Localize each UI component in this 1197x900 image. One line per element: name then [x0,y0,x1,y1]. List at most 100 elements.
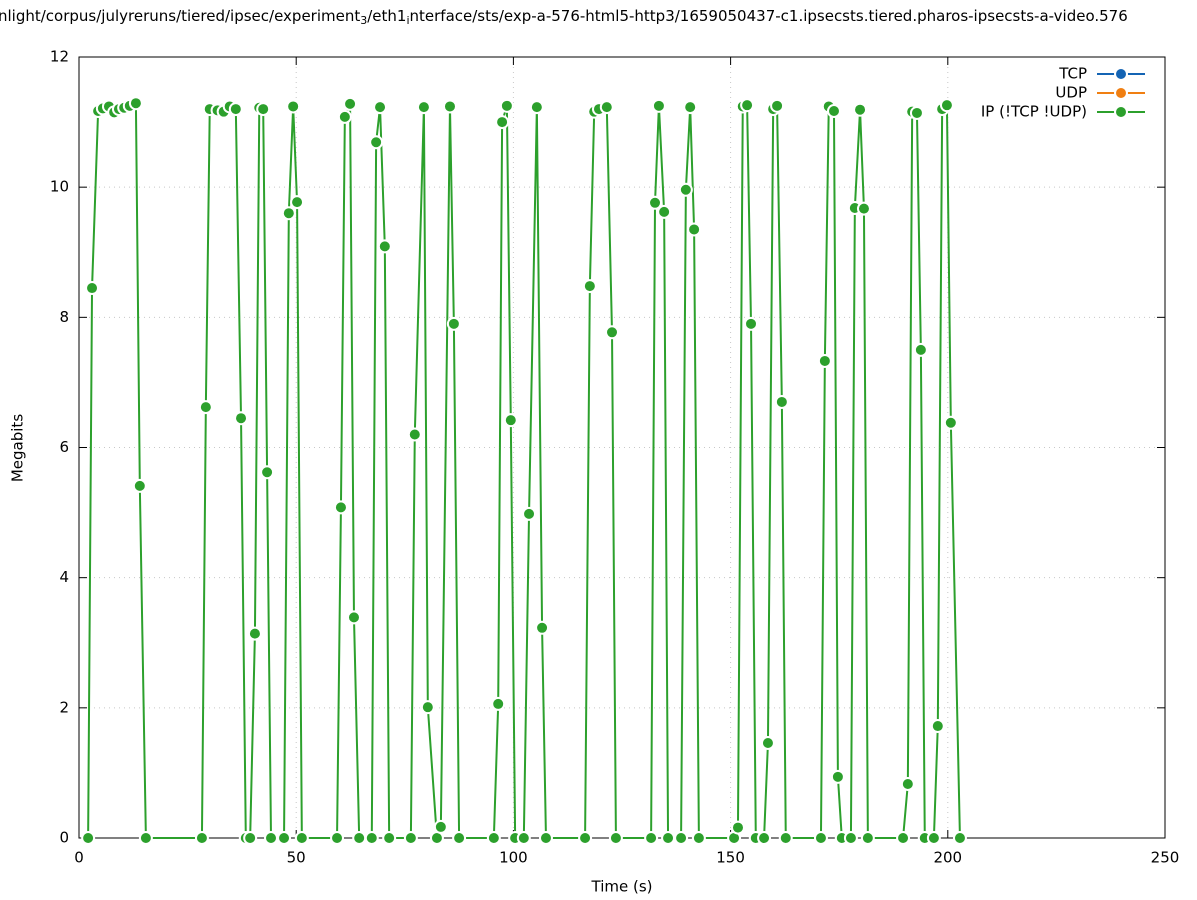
x-axis-label: Time (s) [591,878,653,896]
data-point [403,831,418,845]
data-point [778,831,793,845]
data-point [900,776,915,791]
data-point [228,102,243,117]
data-point [744,316,759,331]
data-point [644,831,659,845]
chart-title: nlight/corpus/julyreruns/tiered/ipsec/ex… [0,7,1128,28]
legend-marker [1114,105,1128,119]
y-tick-label: 4 [59,568,69,586]
data-point [352,831,367,845]
y-tick-label: 12 [50,48,69,66]
data-point [446,316,461,331]
y-tick-label: 0 [59,829,69,847]
x-tick-label: 200 [933,849,962,867]
x-tick-label: 100 [499,849,528,867]
x-tick-label: 0 [74,849,84,867]
data-point [774,394,789,409]
data-point [535,620,550,635]
data-point [486,831,501,845]
title-part: /eth1 [367,7,406,25]
data-point [503,413,518,428]
data-point [373,100,388,115]
data-point [382,831,397,845]
data-point [939,98,954,113]
data-point [247,626,262,641]
data-point [843,831,858,845]
x-tick-label: 50 [287,849,306,867]
data-point [661,831,676,845]
data-point [407,427,422,442]
data-point [657,204,672,219]
data-point [674,831,689,845]
data-point [337,109,352,124]
data-point [294,831,309,845]
data-point [499,98,514,113]
data-point [364,831,379,845]
data-point [770,98,785,113]
data-point [442,99,457,114]
data-point [433,819,448,834]
data-point [333,500,348,515]
data-point [952,831,967,845]
data-point [687,222,702,237]
title-part: nlight/corpus/julyreruns/tiered/ipsec/ex… [0,7,360,25]
data-point [81,831,96,845]
data-point [491,696,506,711]
data-point [817,353,832,368]
data-point [856,201,871,216]
data-point [896,831,911,845]
y-tick-label: 6 [59,438,69,456]
data-point [260,465,275,480]
x-tick-label: 150 [716,849,745,867]
data-point [683,100,698,115]
data-point [648,195,663,210]
data-point [678,182,693,197]
data-point [290,195,305,210]
data-point [538,831,553,845]
data-point [369,135,384,150]
data-point [608,831,623,845]
data-point [826,104,841,119]
x-tick-label: 250 [1151,849,1180,867]
data-point [286,99,301,114]
y-tick-label: 8 [59,308,69,326]
series-line [87,101,961,839]
data-point [651,98,666,113]
legend-label: IP (!TCP !UDP) [981,103,1087,121]
data-point [853,102,868,117]
legend-label: TCP [1058,65,1087,83]
data-point [599,100,614,115]
y-tick-label: 10 [50,178,69,196]
data-point [416,100,431,115]
data-point [277,831,292,845]
data-point [264,831,279,845]
data-point [495,115,510,130]
y-axis-label: Megabits [9,414,27,482]
data-point [256,102,271,117]
y-tick-label: 2 [59,698,69,716]
data-point [138,831,153,845]
data-point [813,831,828,845]
data-point [194,831,209,845]
data-point [128,96,143,111]
title-part: nterface/sts/exp-a-576-html5-http3/16590… [410,7,1128,25]
data-point [198,400,213,415]
data-point [343,96,358,111]
legend-marker [1114,67,1128,81]
data-point [243,831,258,845]
data-point [830,769,845,784]
data-point [913,342,928,357]
data-point [516,831,531,845]
data-point [757,831,772,845]
data-point [522,506,537,521]
data-point [452,831,467,845]
title-subscript: 3 [360,14,367,27]
data-point [691,831,706,845]
data-point [346,610,361,625]
legend-marker [1114,86,1128,100]
data-point [582,279,597,294]
data-point [740,98,755,113]
data-point [234,411,249,426]
data-point [281,206,296,221]
